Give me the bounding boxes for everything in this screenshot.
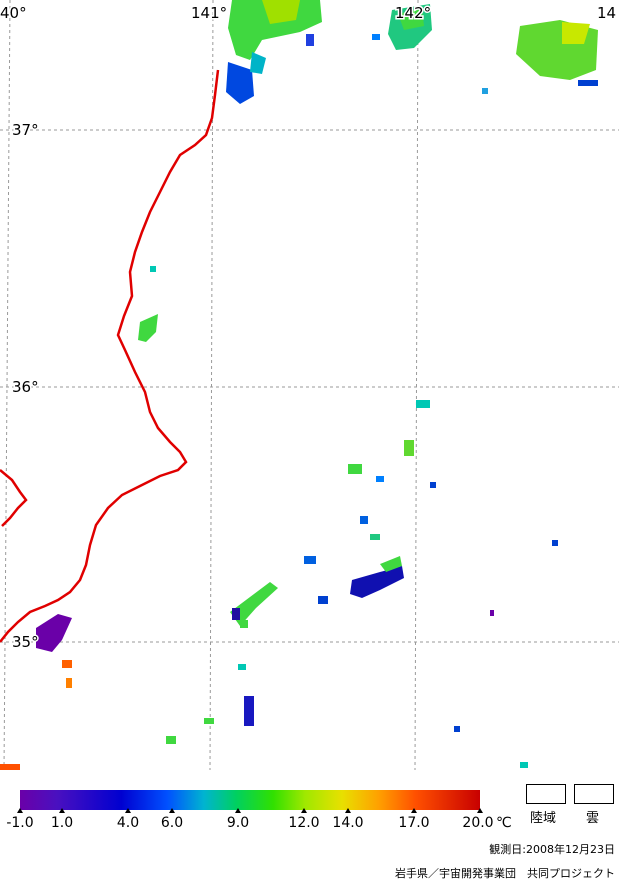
scale-tick	[169, 808, 175, 813]
coastline-bay	[0, 469, 28, 527]
credit-line: 岩手県／宇宙開発事業団 共同プロジェクト	[395, 867, 615, 880]
observation-date: 観測日:2008年12月23日	[489, 843, 615, 856]
scale-tick	[345, 808, 351, 813]
coastline	[0, 69, 220, 643]
sst-north	[226, 0, 598, 104]
scale-label: 9.0	[226, 815, 250, 831]
land-legend-swatch	[526, 784, 566, 804]
sst-map: 37° 36° 35° 40° 141° 142° 14	[0, 0, 619, 770]
scale-label: 4.0	[116, 815, 140, 831]
scale-tick	[235, 808, 241, 813]
scale-label: 6.0	[160, 815, 184, 831]
lat-label-35: 35°	[12, 633, 39, 651]
lon-label-142: 142°	[395, 4, 431, 22]
lon-label-140: 40°	[0, 4, 27, 22]
lon-label-141: 141°	[191, 4, 227, 22]
scale-label: 14.0	[332, 815, 364, 831]
lon-label-143: 14	[597, 4, 616, 22]
scale-tick	[411, 808, 417, 813]
scale-tick	[301, 808, 307, 813]
land-legend-label: 陸域	[530, 811, 557, 826]
scale-label: 17.0	[398, 815, 430, 831]
scale-tick	[125, 808, 131, 813]
scale-tick	[59, 808, 65, 813]
cloud-legend-swatch	[574, 784, 614, 804]
sst-south	[0, 556, 528, 770]
scale-label: 1.0	[50, 815, 74, 831]
scale-label: 12.0	[288, 815, 320, 831]
scale-unit: ℃	[496, 815, 512, 831]
scale-label: 20.0	[462, 815, 494, 831]
scale-tick	[17, 808, 23, 813]
scale-tick	[477, 808, 483, 813]
temperature-scale-bar	[20, 790, 480, 810]
scale-label: -1.0	[6, 815, 34, 831]
lat-label-37: 37°	[12, 121, 39, 139]
lat-label-36: 36°	[12, 378, 39, 396]
graticule	[0, 0, 619, 770]
sst-mid	[138, 266, 558, 546]
cloud-legend-label: 雲	[586, 811, 600, 826]
